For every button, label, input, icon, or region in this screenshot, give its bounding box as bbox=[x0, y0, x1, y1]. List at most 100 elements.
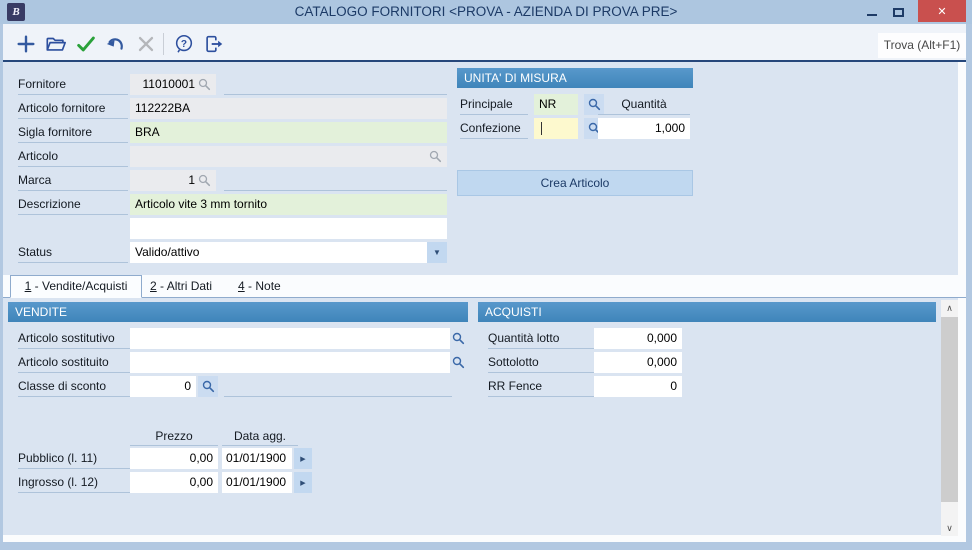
descrizione-label: Descrizione bbox=[18, 194, 128, 215]
articolo-field[interactable] bbox=[130, 146, 447, 167]
delete-button[interactable] bbox=[134, 32, 158, 56]
scrollbar-thumb[interactable] bbox=[941, 317, 958, 502]
chevron-right-icon: ▶ bbox=[300, 479, 306, 487]
ingrosso-prezzo-value: 0,00 bbox=[189, 475, 213, 489]
pubblico-label: Pubblico (l. 11) bbox=[18, 448, 130, 469]
articolo-fornitore-label: Articolo fornitore bbox=[18, 98, 128, 119]
find-box[interactable]: Trova (Alt+F1) bbox=[878, 33, 966, 58]
search-icon[interactable] bbox=[198, 174, 211, 187]
vendite-header: VENDITE bbox=[8, 302, 468, 322]
pubblico-prezzo-value: 0,00 bbox=[189, 451, 213, 465]
descrizione-field[interactable]: Articolo vite 3 mm tornito bbox=[130, 194, 447, 215]
rr-fence-value: 0 bbox=[670, 379, 677, 393]
frame-right bbox=[958, 62, 966, 542]
scroll-down-button[interactable]: ∨ bbox=[941, 520, 958, 536]
close-button[interactable]: ✕ bbox=[918, 0, 966, 22]
svg-text:?: ? bbox=[181, 39, 187, 50]
frame-bottom bbox=[3, 535, 966, 542]
pubblico-data-field[interactable]: 01/01/1900 bbox=[222, 448, 292, 469]
app-logo-icon: B bbox=[7, 3, 25, 21]
toolbar-underline bbox=[3, 60, 966, 62]
ingrosso-data-value: 01/01/1900 bbox=[226, 475, 287, 489]
minimize-icon bbox=[867, 14, 877, 16]
tab-accelerator: 2 bbox=[150, 279, 157, 293]
chevron-right-icon: ▶ bbox=[300, 455, 306, 463]
articolo-sostituito-field[interactable] bbox=[130, 352, 450, 373]
new-button[interactable] bbox=[14, 32, 38, 56]
tab-vendite-acquisti[interactable]: 1 - Vendite/Acquisti bbox=[10, 275, 142, 298]
confezione-field[interactable] bbox=[534, 118, 578, 139]
ingrosso-date-picker-button[interactable]: ▶ bbox=[294, 472, 312, 493]
window-title: CATALOGO FORNITORI <PROVA - AZIENDA DI P… bbox=[294, 4, 678, 19]
ingrosso-prezzo-field[interactable]: 0,00 bbox=[130, 472, 218, 493]
crea-articolo-button[interactable]: Crea Articolo bbox=[457, 170, 693, 196]
search-icon bbox=[588, 98, 600, 111]
chevron-down-icon: ∨ bbox=[946, 523, 953, 533]
ingrosso-label: Ingrosso (l. 12) bbox=[18, 472, 130, 493]
classe-di-sconto-search-button[interactable] bbox=[198, 376, 218, 397]
sigla-fornitore-value: BRA bbox=[135, 125, 160, 139]
pubblico-data-value: 01/01/1900 bbox=[226, 451, 287, 465]
undo-arrow-icon bbox=[106, 38, 123, 50]
minimize-button[interactable] bbox=[860, 0, 884, 22]
quantita-lotto-label: Quantità lotto bbox=[488, 328, 598, 349]
pubblico-date-picker-button[interactable]: ▶ bbox=[294, 448, 312, 469]
exit-button[interactable] bbox=[202, 32, 226, 56]
search-icon[interactable] bbox=[452, 332, 465, 345]
articolo-fornitore-value: 112222BA bbox=[135, 101, 191, 115]
open-button[interactable] bbox=[44, 32, 68, 56]
marca-name-underline bbox=[224, 170, 447, 191]
toolbar-divider bbox=[163, 33, 164, 55]
classe-di-sconto-field[interactable]: 0 bbox=[130, 376, 196, 397]
articolo-sostitutivo-field[interactable] bbox=[130, 328, 450, 349]
chevron-down-icon: ▼ bbox=[433, 248, 441, 257]
status-dropdown-button[interactable]: ▼ bbox=[427, 242, 447, 263]
quantita-lotto-value: 0,000 bbox=[646, 331, 677, 345]
help-button[interactable]: ? bbox=[172, 32, 196, 56]
principale-field[interactable]: NR bbox=[534, 94, 578, 115]
tab-label: - Altri Dati bbox=[156, 279, 213, 293]
vertical-scrollbar[interactable]: ∧ ∨ bbox=[941, 300, 958, 536]
search-icon[interactable] bbox=[198, 78, 211, 91]
marca-field[interactable]: 1 bbox=[130, 170, 216, 191]
confezione-label: Confezione bbox=[460, 118, 528, 139]
chevron-up-icon: ∧ bbox=[946, 303, 953, 313]
principale-value: NR bbox=[539, 97, 557, 111]
sigla-fornitore-field[interactable]: BRA bbox=[130, 122, 447, 143]
tab-strip bbox=[3, 275, 966, 298]
help-icon: ? bbox=[175, 34, 193, 53]
classe-di-sconto-underline bbox=[224, 376, 452, 397]
search-icon[interactable] bbox=[429, 150, 442, 163]
search-icon[interactable] bbox=[452, 356, 465, 369]
articolo-label: Articolo bbox=[18, 146, 128, 167]
fornitore-label: Fornitore bbox=[18, 74, 128, 95]
fornitore-field[interactable]: 11010001 bbox=[130, 74, 216, 95]
classe-di-sconto-label: Classe di sconto bbox=[18, 376, 130, 397]
status-dropdown[interactable]: Valido/attivo bbox=[130, 242, 427, 263]
principale-label: Principale bbox=[460, 94, 528, 115]
data-agg-column-header: Data agg. bbox=[222, 428, 298, 446]
sottolotto-field[interactable]: 0,000 bbox=[594, 352, 682, 373]
tab-label: - Note bbox=[244, 279, 281, 293]
quantita-lotto-field[interactable]: 0,000 bbox=[594, 328, 682, 349]
pubblico-prezzo-field[interactable]: 0,00 bbox=[130, 448, 218, 469]
maximize-button[interactable] bbox=[886, 0, 910, 22]
tab-altri-dati[interactable]: 2 - Altri Dati bbox=[150, 275, 212, 298]
fornitore-name-underline bbox=[224, 74, 447, 95]
titlebar: B CATALOGO FORNITORI <PROVA - AZIENDA DI… bbox=[0, 0, 972, 24]
undo-button[interactable] bbox=[104, 32, 128, 56]
sigla-fornitore-label: Sigla fornitore bbox=[18, 122, 128, 143]
ingrosso-data-field[interactable]: 01/01/1900 bbox=[222, 472, 292, 493]
close-icon: ✕ bbox=[937, 5, 947, 18]
rr-fence-field[interactable]: 0 bbox=[594, 376, 682, 397]
principale-search-button[interactable] bbox=[584, 94, 604, 115]
status-label: Status bbox=[18, 242, 128, 263]
tab-note[interactable]: 4 - Note bbox=[238, 275, 281, 298]
descrizione-value: Articolo vite 3 mm tornito bbox=[135, 197, 268, 211]
quantita-field[interactable]: 1,000 bbox=[598, 118, 690, 139]
confirm-button[interactable] bbox=[74, 32, 98, 56]
rr-fence-label: RR Fence bbox=[488, 376, 598, 397]
scroll-up-button[interactable]: ∧ bbox=[941, 300, 958, 316]
descrizione-field-line2[interactable] bbox=[130, 218, 447, 239]
